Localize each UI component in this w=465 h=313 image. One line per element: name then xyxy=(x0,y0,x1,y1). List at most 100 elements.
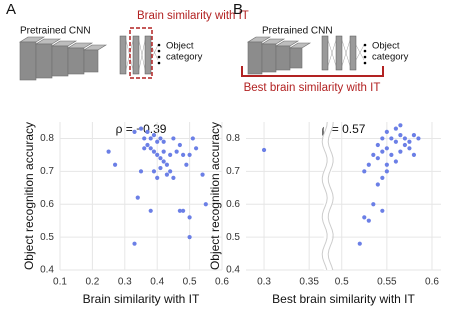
point xyxy=(411,133,417,138)
point xyxy=(407,146,412,151)
point xyxy=(398,133,403,138)
point xyxy=(158,156,163,161)
axis-break xyxy=(323,122,332,270)
point xyxy=(142,146,147,151)
point xyxy=(357,241,362,246)
y-tick-label: 0.8 xyxy=(40,133,54,144)
point xyxy=(138,126,144,131)
y-tick-label: 0.6 xyxy=(226,199,240,210)
point xyxy=(380,175,385,181)
point xyxy=(145,142,150,148)
point xyxy=(193,146,199,151)
point xyxy=(200,172,205,177)
y-tick-label: 0.8 xyxy=(226,133,240,144)
point xyxy=(155,139,160,144)
point xyxy=(375,182,380,187)
point xyxy=(380,149,385,154)
axis-break-line xyxy=(321,121,328,271)
point xyxy=(158,136,163,141)
x-tick-label: 0.55 xyxy=(377,277,397,288)
panel-label: A xyxy=(6,1,16,18)
y-tick-label: 0.7 xyxy=(226,166,240,177)
point xyxy=(393,139,398,144)
point xyxy=(416,136,421,141)
x-tick-label: 0.1 xyxy=(53,277,67,288)
point xyxy=(366,162,371,167)
point xyxy=(389,136,394,141)
output-label: Object xyxy=(372,41,400,52)
point xyxy=(362,215,367,220)
point xyxy=(145,129,150,134)
point xyxy=(402,136,408,141)
point xyxy=(161,149,166,154)
highlight-label: Brain similarity with IT xyxy=(137,10,249,22)
highlight-bracket xyxy=(241,66,384,77)
point xyxy=(203,202,208,207)
point xyxy=(181,208,186,213)
point xyxy=(161,139,166,144)
point xyxy=(158,165,163,171)
x-tick-label: 0.2 xyxy=(85,277,99,288)
x-axis-label: Brain similarity with IT xyxy=(83,292,200,306)
point xyxy=(155,175,160,181)
x-tick-label: 0.5 xyxy=(183,277,197,288)
x-axis-label: Best brain similarity with IT xyxy=(272,292,415,306)
point xyxy=(168,169,173,174)
point xyxy=(393,159,398,164)
point xyxy=(384,162,389,167)
point xyxy=(177,208,182,213)
point xyxy=(132,241,137,246)
x-tick-label: 0.5 xyxy=(335,277,349,288)
point xyxy=(151,149,157,154)
point xyxy=(407,139,412,144)
point xyxy=(187,152,192,157)
point xyxy=(384,146,389,151)
point xyxy=(375,156,380,161)
point xyxy=(132,129,137,134)
point xyxy=(112,162,118,167)
output-label: Object xyxy=(166,41,194,52)
point xyxy=(174,149,179,154)
x-tick-label: 0.6 xyxy=(215,277,229,288)
cnn-label: Pretrained CNN xyxy=(20,26,91,37)
point xyxy=(384,129,389,134)
point xyxy=(148,146,153,151)
y-tick-label: 0.4 xyxy=(226,265,240,276)
x-tick-label: 0.6 xyxy=(425,277,439,288)
point xyxy=(366,218,371,223)
y-tick-label: 0.5 xyxy=(40,232,54,243)
point xyxy=(168,152,173,157)
point xyxy=(402,142,408,148)
x-tick-label: 0.4 xyxy=(150,277,164,288)
point xyxy=(393,126,398,131)
highlight-label: Best brain similarity with IT xyxy=(244,82,381,94)
point xyxy=(398,123,403,128)
y-axis-label: Object recognition accuracy xyxy=(208,122,222,270)
point xyxy=(380,208,385,213)
x-tick-label: 0.3 xyxy=(257,277,271,288)
panel-label: B xyxy=(233,1,243,18)
point xyxy=(151,169,157,174)
point xyxy=(164,162,170,167)
point xyxy=(135,195,140,200)
cnn-blocks xyxy=(246,35,367,75)
point xyxy=(389,152,394,157)
y-axis-label: Object recognition accuracy xyxy=(22,122,36,270)
point xyxy=(261,147,267,153)
cnn-blocks xyxy=(18,35,161,81)
y-tick-label: 0.4 xyxy=(40,265,54,276)
point xyxy=(411,152,417,157)
point xyxy=(371,202,376,207)
point xyxy=(155,152,160,157)
point xyxy=(362,169,367,174)
point xyxy=(371,152,376,157)
diagram-b: B Pretrained CNN Best brain similarity w… xyxy=(233,1,409,94)
point xyxy=(142,136,147,141)
point xyxy=(177,142,182,148)
point xyxy=(138,169,144,174)
point xyxy=(187,215,192,220)
point xyxy=(171,175,176,181)
point xyxy=(384,169,389,174)
